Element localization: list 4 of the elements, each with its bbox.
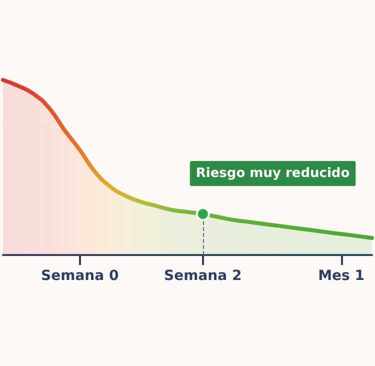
x-tick-label: Semana 0 (41, 268, 119, 284)
x-tick-label: Semana 2 (164, 268, 242, 284)
annotation: Riesgo muy reducido (196, 166, 350, 182)
x-tick-label: Mes 1 (318, 268, 364, 284)
